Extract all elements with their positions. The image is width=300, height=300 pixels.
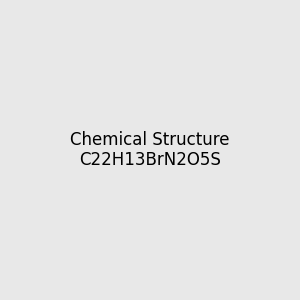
Text: Chemical Structure
C22H13BrN2O5S: Chemical Structure C22H13BrN2O5S [70, 130, 230, 170]
